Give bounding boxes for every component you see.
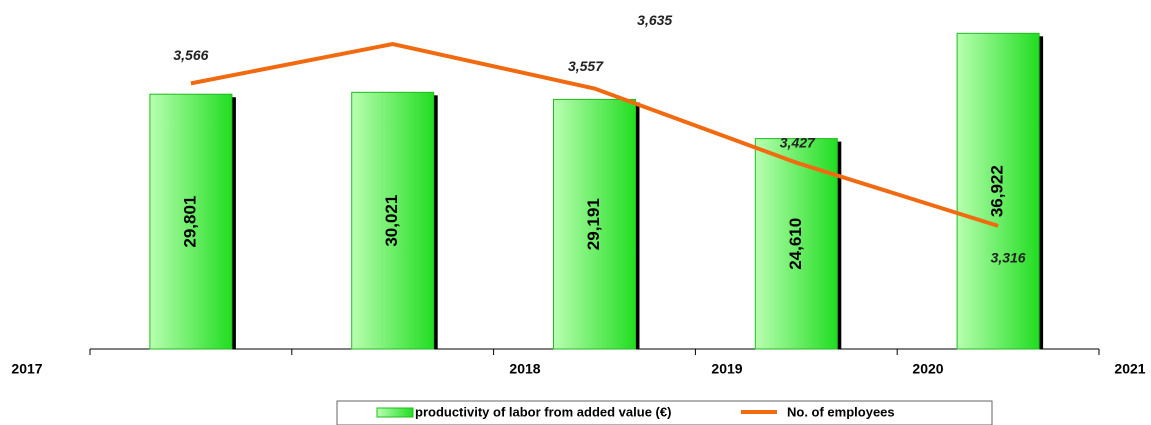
line-value-label: 3,635 <box>637 12 672 28</box>
x-tick-label: 2017 <box>11 361 42 377</box>
x-tick-label: 2021 <box>1114 361 1145 377</box>
bar-value-label: 30,021 <box>382 195 401 247</box>
line-value-label: 3,316 <box>991 250 1026 266</box>
legend-box <box>336 400 993 425</box>
line-value-label: 3,427 <box>780 134 816 150</box>
bar <box>351 91 435 350</box>
legend-label: No. of employees <box>787 404 895 419</box>
legend-swatch <box>376 407 414 418</box>
line-value-label: 3,566 <box>173 47 208 63</box>
bar <box>754 138 838 350</box>
bar-value-label: 24,610 <box>786 218 805 270</box>
legend-label: productivity of labor from added value (… <box>415 404 671 419</box>
bar <box>956 32 1040 350</box>
bar <box>553 98 636 350</box>
bar <box>149 93 233 350</box>
x-tick-label: 2018 <box>509 361 540 377</box>
bar-value-label: 29,191 <box>584 198 603 250</box>
line <box>190 42 999 228</box>
line-value-label: 3,557 <box>568 58 604 74</box>
bar-value-label: 29,801 <box>180 196 199 248</box>
x-tick-label: 2019 <box>711 361 742 377</box>
x-tick-label: 2020 <box>912 361 943 377</box>
bar-value-label: 36,922 <box>988 165 1007 217</box>
